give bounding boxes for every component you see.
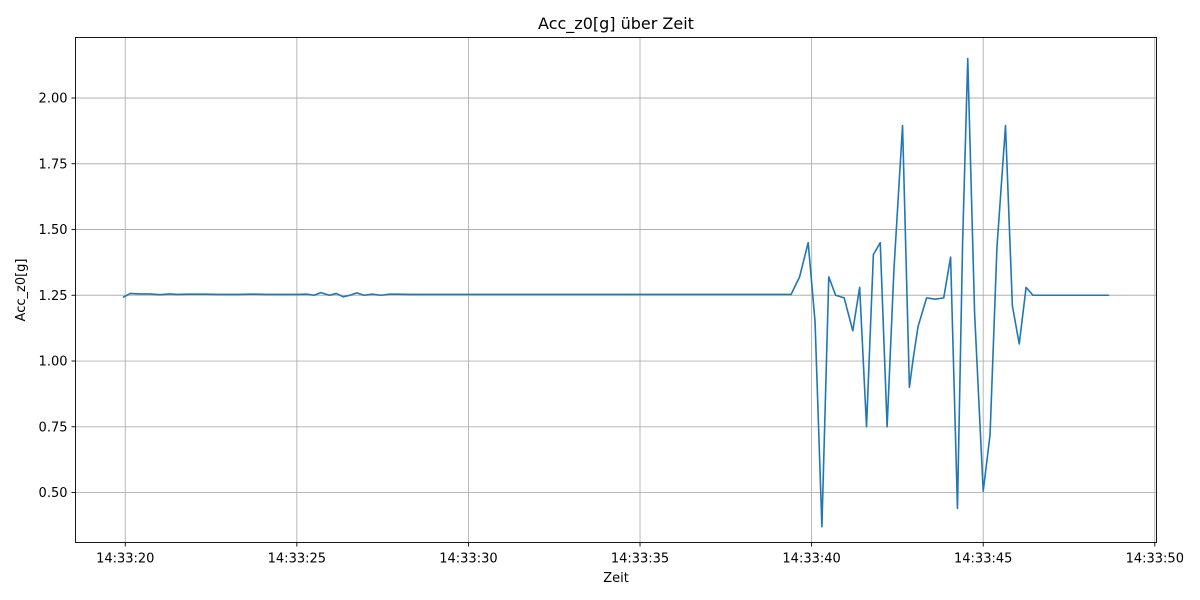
series-layer <box>122 57 1110 528</box>
x-axis-label: Zeit <box>603 571 629 586</box>
chart-title: Acc_z0[g] über Zeit <box>538 14 694 34</box>
y-tick-label: 1.25 <box>39 289 68 304</box>
x-tick-label: 14:33:35 <box>611 552 669 567</box>
x-tick-label: 14:33:45 <box>954 552 1012 567</box>
plot-frame <box>75 37 1157 543</box>
y-tick-label: 0.50 <box>39 486 68 501</box>
series-line <box>122 57 1110 528</box>
x-tick-label: 14:33:40 <box>782 552 840 567</box>
y-tick-label: 1.75 <box>39 157 68 172</box>
y-tick-label: 2.00 <box>39 91 68 106</box>
y-tick-label: 1.50 <box>39 223 68 238</box>
y-tick-label: 0.75 <box>39 420 68 435</box>
y-axis-label: Acc_z0[g] <box>14 259 29 322</box>
x-tick-label: 14:33:20 <box>96 552 154 567</box>
x-tick-label: 14:33:30 <box>439 552 497 567</box>
y-tick-label: 1.00 <box>39 355 68 370</box>
x-tick-label: 14:33:25 <box>268 552 326 567</box>
tick-layer: 14:33:20 14:33:25 14:33:30 14:33:35 14:33:40… <box>39 91 1184 566</box>
x-tick-label: 14:33:50 <box>1126 552 1184 567</box>
